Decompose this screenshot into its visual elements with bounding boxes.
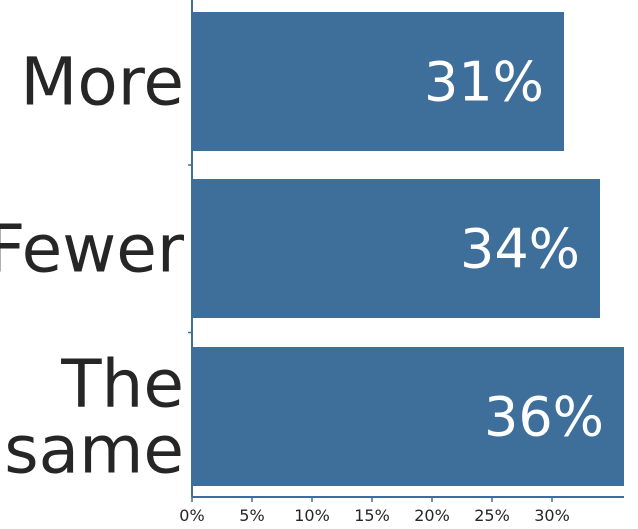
bar-value-label-1: 34%: [460, 218, 580, 281]
category-label-0-0: More: [20, 44, 184, 121]
x-tick-label-2: 10%: [294, 506, 330, 525]
bar-1: [192, 179, 600, 318]
bar-2: [192, 347, 624, 486]
bar-value-label-2: 36%: [484, 386, 604, 449]
category-label-2-1: same: [4, 412, 184, 489]
x-tick-label-0: 0%: [179, 506, 204, 525]
x-tick-label-4: 20%: [414, 506, 450, 525]
x-ticks-group: 0% 5% 10% 15% 20% 25% 30%: [179, 497, 570, 525]
x-tick-label-3: 15%: [354, 506, 390, 525]
category-label-1-0: Fewer: [0, 211, 185, 288]
x-tick-label-1: 5%: [239, 506, 264, 525]
category-label-2-0: The: [60, 346, 184, 423]
bars-group: [192, 12, 624, 486]
bar-0: [192, 12, 564, 151]
x-tick-label-6: 30%: [534, 506, 570, 525]
x-tick-label-5: 25%: [474, 506, 510, 525]
bar-value-label-0: 31%: [424, 51, 544, 114]
y-ticks-group: [188, 164, 192, 334]
value-labels-group: 31% 34% 36%: [424, 51, 604, 449]
